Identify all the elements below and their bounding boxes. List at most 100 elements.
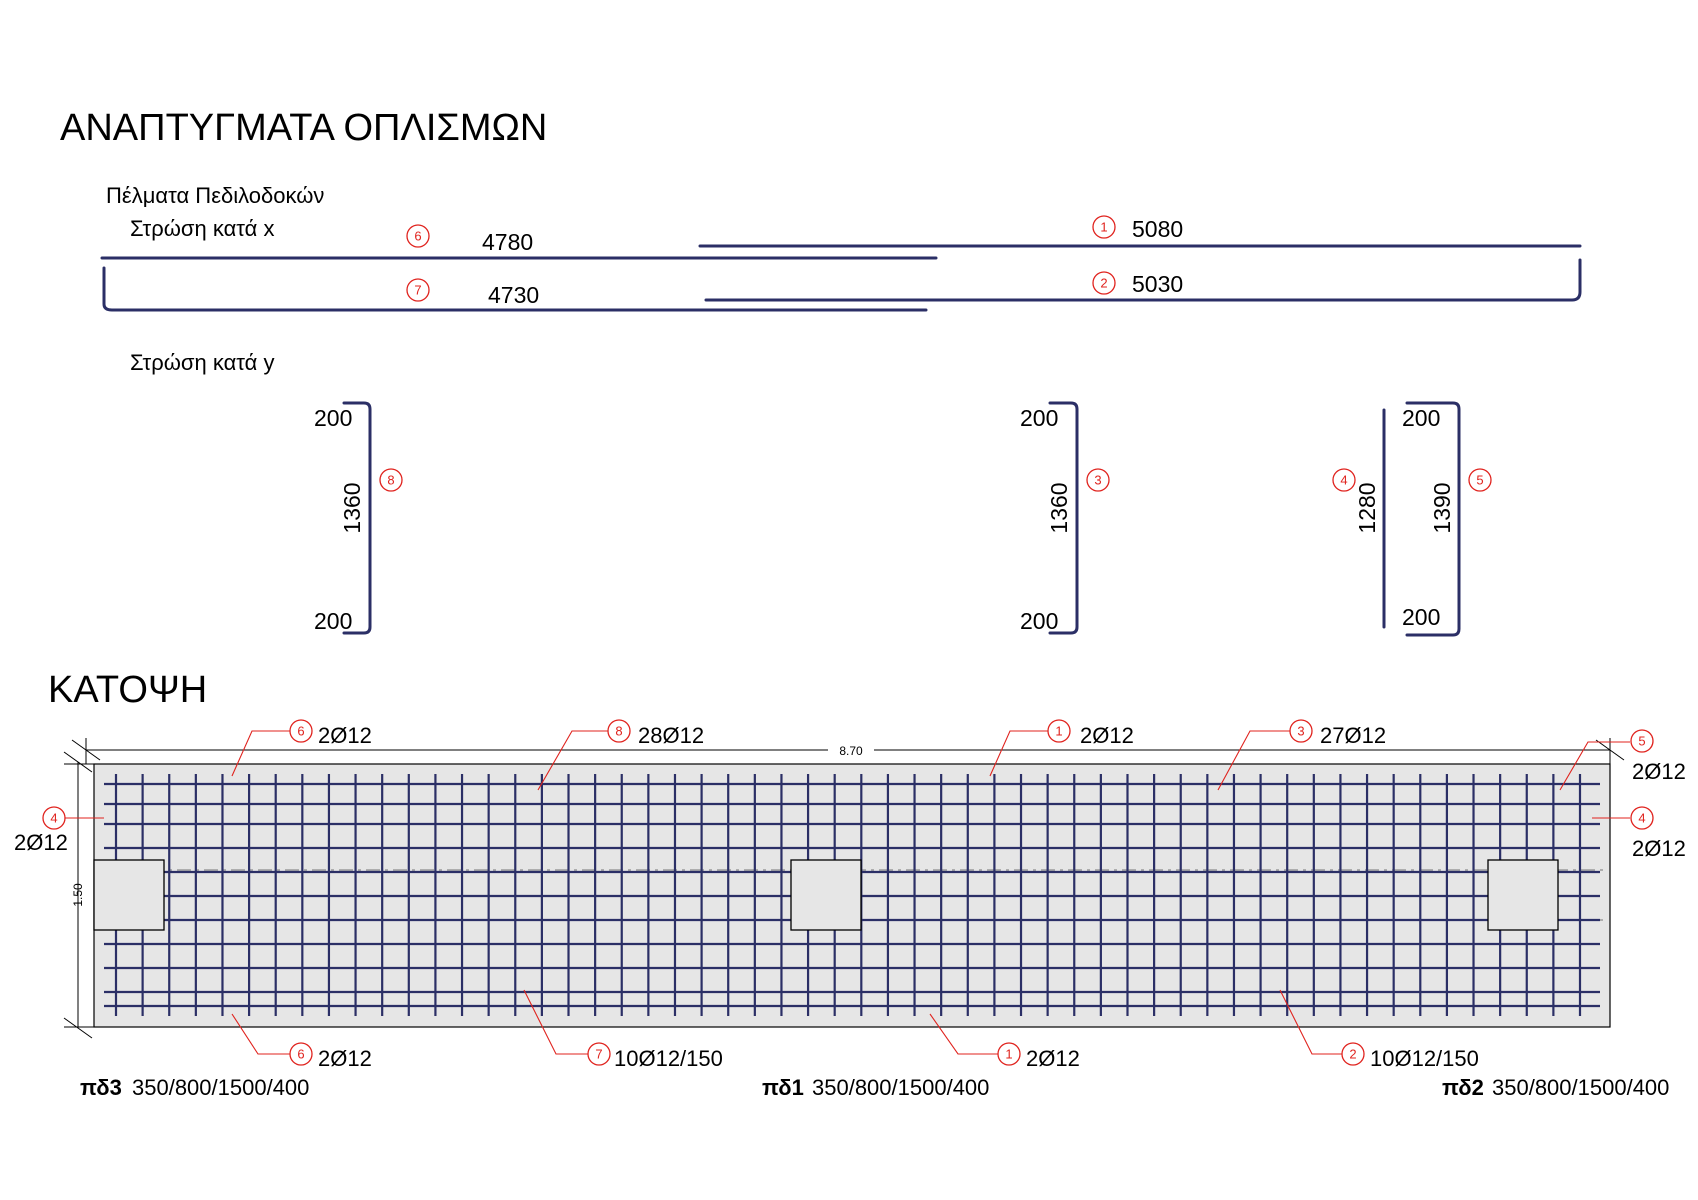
svg-text:1: 1 bbox=[1100, 220, 1107, 235]
callout-bottom-6: 6 2Ø12 bbox=[231, 1013, 372, 1071]
bar-x-7: 7 4730 bbox=[102, 266, 928, 312]
svg-text:1: 1 bbox=[1055, 724, 1062, 739]
callout-bottom-6-text: 2Ø12 bbox=[318, 1046, 372, 1071]
callout-top-1: 1 2Ø12 bbox=[989, 719, 1134, 777]
marker-7: 7 bbox=[406, 278, 430, 302]
svg-text:6: 6 bbox=[297, 1047, 304, 1062]
callout-left-4-text: 2Ø12 bbox=[14, 830, 68, 855]
rebar-mesh bbox=[104, 774, 1600, 1016]
bar-y-8-top: 200 bbox=[314, 405, 352, 431]
svg-text:7: 7 bbox=[595, 1047, 602, 1062]
bar-x-7-line bbox=[102, 266, 928, 312]
bar-x-6: 6 4780 bbox=[100, 224, 938, 260]
footing-pd1-dims: 350/800/1500/400 bbox=[812, 1075, 989, 1100]
callout-bottom-7: 7 10Ø12/150 bbox=[523, 989, 723, 1071]
bar-x-6-length: 4780 bbox=[482, 229, 533, 255]
bar-y-3-bottom: 200 bbox=[1020, 608, 1058, 634]
marker-3: 3 bbox=[1086, 468, 1110, 492]
callout-top-5: 5 2Ø12 bbox=[1559, 729, 1686, 791]
callout-bottom-1: 1 2Ø12 bbox=[929, 1013, 1080, 1071]
column-right bbox=[1487, 859, 1559, 931]
callout-right-4-text: 2Ø12 bbox=[1632, 836, 1686, 861]
bar-y-5: 200 1390 200 5 bbox=[1402, 401, 1492, 637]
marker-6: 6 bbox=[406, 224, 430, 248]
bar-y-4: 1280 4 bbox=[1332, 408, 1386, 629]
dimension-width: 1.50 bbox=[63, 751, 94, 1039]
svg-text:6: 6 bbox=[414, 229, 421, 244]
marker-5: 5 bbox=[1468, 468, 1492, 492]
plan-title: ΚΑΤΟΨΗ bbox=[48, 669, 207, 711]
dimension-length-text: 8.70 bbox=[839, 744, 863, 758]
svg-text:4: 4 bbox=[1340, 473, 1347, 488]
footing-label-pd1: πδ1 350/800/1500/400 bbox=[762, 1075, 989, 1100]
bar-y-8-bottom: 200 bbox=[314, 608, 352, 634]
callout-bottom-7-text: 10Ø12/150 bbox=[614, 1046, 723, 1071]
bar-y-4-middle: 1280 bbox=[1354, 482, 1380, 533]
callout-top-6: 6 2Ø12 bbox=[231, 719, 372, 777]
callout-bottom-2: 2 10Ø12/150 bbox=[1279, 989, 1479, 1071]
subtitle: Πέλματα Πεδιλοδοκών bbox=[106, 183, 324, 208]
bar-x-7-length: 4730 bbox=[488, 282, 539, 308]
svg-text:6: 6 bbox=[297, 724, 304, 739]
bar-y-8-middle: 1360 bbox=[339, 482, 365, 533]
bar-x-1-length: 5080 bbox=[1132, 216, 1183, 242]
svg-text:8: 8 bbox=[387, 473, 394, 488]
footing-pd3-name: πδ3 bbox=[80, 1075, 122, 1100]
bar-y-3-top: 200 bbox=[1020, 405, 1058, 431]
bar-y-5-top: 200 bbox=[1402, 405, 1440, 431]
footing-label-pd3: πδ3 350/800/1500/400 bbox=[80, 1075, 309, 1100]
bar-y-5-line bbox=[1405, 401, 1461, 637]
column-left bbox=[93, 859, 165, 931]
bar-y-5-bottom: 200 bbox=[1402, 604, 1440, 630]
svg-text:4: 4 bbox=[1638, 811, 1645, 826]
svg-text:3: 3 bbox=[1297, 724, 1304, 739]
callout-top-3: 3 27Ø12 bbox=[1217, 719, 1386, 791]
footing-label-pd2: πδ2 350/800/1500/400 bbox=[1442, 1075, 1669, 1100]
bar-x-2-line bbox=[704, 258, 1582, 302]
bar-y-3-middle: 1360 bbox=[1046, 482, 1072, 533]
footing-pd2-dims: 350/800/1500/400 bbox=[1492, 1075, 1669, 1100]
bar-y-8-line bbox=[342, 401, 372, 635]
footing-pd2-name: πδ2 bbox=[1442, 1075, 1484, 1100]
svg-text:2: 2 bbox=[1349, 1047, 1356, 1062]
callout-bottom-1-text: 2Ø12 bbox=[1026, 1046, 1080, 1071]
bar-y-3: 200 1360 200 3 bbox=[1020, 401, 1110, 635]
marker-4: 4 bbox=[1332, 468, 1356, 492]
marker-2: 2 bbox=[1092, 271, 1116, 295]
callout-left-4: 4 2Ø12 bbox=[14, 806, 104, 855]
svg-text:5: 5 bbox=[1476, 473, 1483, 488]
dimension-width-text: 1.50 bbox=[71, 883, 85, 907]
marker-1: 1 bbox=[1092, 215, 1116, 239]
callout-top-6-text: 2Ø12 bbox=[318, 723, 372, 748]
callout-top-1-text: 2Ø12 bbox=[1080, 723, 1134, 748]
bar-y-5-middle: 1390 bbox=[1429, 482, 1455, 533]
svg-text:5: 5 bbox=[1638, 734, 1645, 749]
layer-y-title: Στρώση κατά y bbox=[130, 350, 275, 375]
callout-top-3-text: 27Ø12 bbox=[1320, 723, 1386, 748]
bar-x-1: 1 5080 bbox=[698, 215, 1582, 248]
footing-pd3-dims: 350/800/1500/400 bbox=[132, 1075, 309, 1100]
plan-view: 8.70 1.50 6 2Ø12 8 bbox=[14, 719, 1686, 1100]
bar-x-2: 2 5030 bbox=[704, 258, 1582, 302]
callout-top-8-text: 28Ø12 bbox=[638, 723, 704, 748]
bar-y-3-line bbox=[1048, 401, 1079, 635]
callout-top-5-text: 2Ø12 bbox=[1632, 759, 1686, 784]
layer-x-title: Στρώση κατά x bbox=[130, 216, 275, 241]
bar-y-8: 200 1360 200 8 bbox=[314, 401, 403, 635]
callout-top-8: 8 28Ø12 bbox=[537, 719, 704, 791]
bar-x-2-length: 5030 bbox=[1132, 271, 1183, 297]
column-middle bbox=[790, 859, 862, 931]
callout-bottom-2-text: 10Ø12/150 bbox=[1370, 1046, 1479, 1071]
svg-text:3: 3 bbox=[1094, 473, 1101, 488]
svg-text:8: 8 bbox=[615, 724, 622, 739]
svg-text:4: 4 bbox=[50, 811, 57, 826]
marker-8: 8 bbox=[379, 468, 403, 492]
dimension-length: 8.70 bbox=[71, 738, 1625, 764]
main-title: ΑΝΑΠΤΥΓΜΑΤΑ ΟΠΛΙΣΜΩΝ bbox=[60, 107, 547, 149]
callout-right-4: 4 2Ø12 bbox=[1592, 806, 1686, 861]
footing-pd1-name: πδ1 bbox=[762, 1075, 804, 1100]
svg-text:1: 1 bbox=[1005, 1047, 1012, 1062]
svg-text:2: 2 bbox=[1100, 276, 1107, 291]
svg-text:7: 7 bbox=[414, 283, 421, 298]
